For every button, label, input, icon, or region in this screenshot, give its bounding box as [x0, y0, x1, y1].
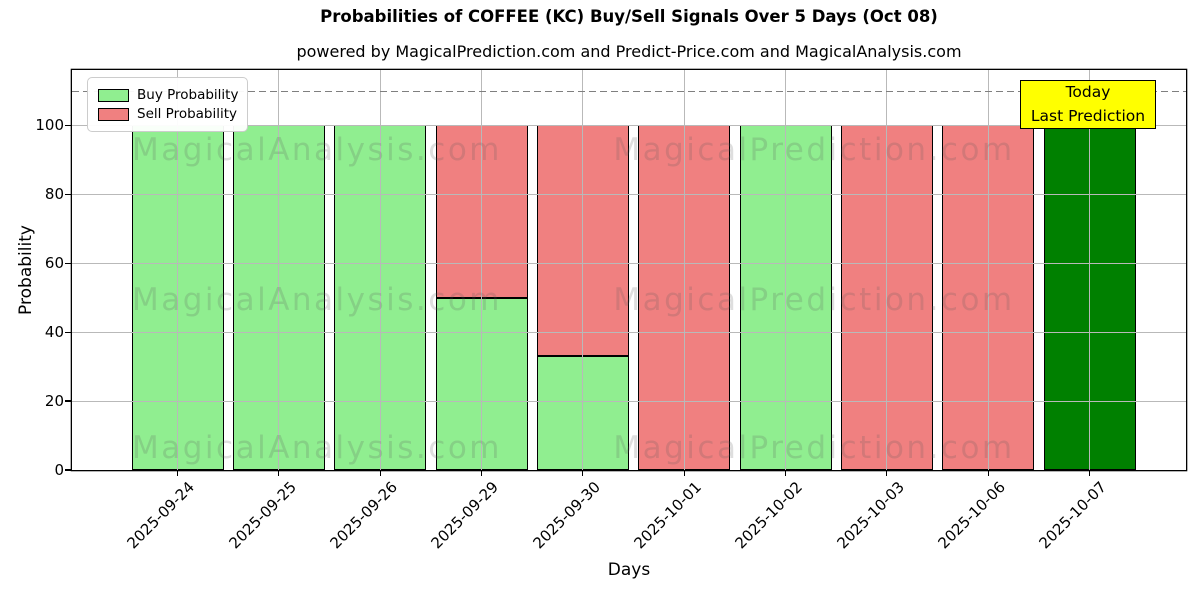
x-tick: [176, 470, 179, 476]
x-tick-label-2025-10-07: 2025-10-07: [1035, 478, 1111, 553]
x-tick-label-2025-10-06: 2025-10-06: [934, 478, 1009, 553]
y-tick: [65, 400, 72, 402]
x-tick: [1088, 470, 1091, 476]
legend-label-buy: Buy Probability: [137, 87, 239, 103]
x-tick-label-2025-10-02: 2025-10-02: [731, 478, 807, 553]
y-tick-label-60: 60: [44, 254, 64, 273]
y-tick-label-100: 100: [35, 116, 64, 135]
legend-item-buy: Buy Probability: [98, 87, 239, 103]
watermark-layer: MagicalAnalysis.com MagicalPrediction.com…: [72, 70, 1186, 470]
watermark-text: MagicalAnalysis.com: [132, 132, 502, 168]
x-tick: [278, 470, 280, 476]
grid-line-y-20: [72, 400, 1186, 402]
y-tick: [65, 124, 72, 126]
x-tick: [683, 470, 685, 476]
x-axis-title: Days: [607, 560, 651, 580]
x-tick: [987, 470, 989, 476]
y-tick: [65, 262, 72, 264]
y-tick-label-0: 0: [54, 461, 64, 479]
grid-line-x-2025-10-06: [987, 70, 989, 470]
legend-item-sell: Sell Probability: [98, 106, 237, 122]
x-tick: [886, 470, 888, 476]
threshold-dashed-line: [72, 90, 1186, 93]
watermark-text: MagicalAnalysis.com: [132, 282, 502, 318]
watermark-text: MagicalPrediction.com: [613, 132, 1015, 168]
legend-label-sell: Sell Probability: [137, 106, 238, 123]
x-tick-label-2025-09-24: 2025-09-24: [123, 478, 199, 553]
plot-area: MagicalAnalysis.com MagicalPrediction.com…: [72, 70, 1186, 470]
x-tick-label-2025-09-30: 2025-09-30: [529, 478, 604, 553]
x-tick-label-2025-09-25: 2025-09-25: [225, 478, 300, 553]
legend: Buy Probability Sell Probability: [87, 77, 248, 133]
today-annotation: Today Last Prediction: [1020, 80, 1156, 129]
y-tick: [65, 469, 72, 471]
x-tick-label-2025-10-01: 2025-10-01: [630, 478, 705, 553]
grid-line-y-100: [72, 124, 1186, 126]
sell-swatch-icon: [98, 107, 129, 121]
grid-line-x-2025-09-29: [481, 70, 482, 470]
grid-line-y-60: [72, 262, 1186, 264]
grid-line-y-40: [72, 331, 1186, 333]
grid-line-x-2025-10-07: [1089, 70, 1090, 470]
x-tick-label-2025-09-29: 2025-09-29: [427, 478, 503, 553]
y-tick: [65, 331, 72, 333]
y-tick-label-80: 80: [44, 185, 64, 204]
x-tick: [784, 470, 787, 476]
grid-line-x-2025-10-02: [785, 70, 786, 470]
x-tick: [379, 470, 381, 476]
grid-line-x-2025-09-30: [582, 70, 584, 470]
grid-line-x-2025-09-25: [278, 70, 280, 470]
grid-line-y-80: [72, 193, 1186, 195]
grid-layer: [72, 70, 1186, 470]
watermark-text: MagicalPrediction.com: [613, 430, 1015, 466]
today-annotation-line1: Today: [1065, 83, 1111, 102]
y-tick-label-20: 20: [44, 392, 64, 410]
x-tick-label-2025-09-26: 2025-09-26: [326, 478, 401, 553]
grid-line-x-2025-09-26: [379, 70, 381, 470]
buy-swatch-icon: [98, 88, 129, 102]
x-tick: [582, 470, 584, 476]
watermark-text: MagicalAnalysis.com: [132, 430, 502, 466]
y-tick: [65, 193, 72, 195]
today-annotation-line2: Last Prediction: [1030, 106, 1146, 125]
grid-line-x-2025-10-03: [886, 70, 888, 470]
watermark-text: MagicalPrediction.com: [613, 282, 1015, 318]
grid-line-x-2025-09-24: [177, 70, 178, 470]
chart-subtitle: powered by MagicalPrediction.com and Pre…: [296, 42, 962, 61]
grid-line-x-2025-10-01: [683, 70, 685, 470]
x-tick-label-2025-10-03: 2025-10-03: [833, 478, 908, 553]
x-tick: [480, 470, 483, 476]
y-tick-label-40: 40: [44, 323, 64, 342]
chart-title: Probabilities of COFFEE (KC) Buy/Sell Si…: [320, 7, 938, 26]
